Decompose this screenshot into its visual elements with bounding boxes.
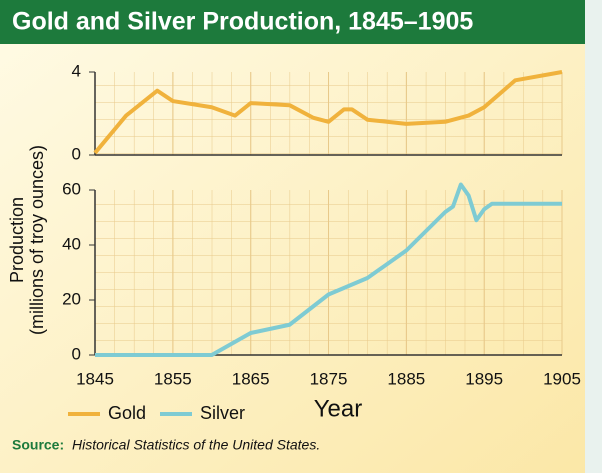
y-tick-label: 20 [62, 289, 81, 308]
legend-label: Silver [200, 403, 245, 423]
title-bar [0, 0, 585, 44]
y-axis-label: Production [7, 197, 27, 283]
legend-label: Gold [108, 403, 146, 423]
source-label: Source: [12, 437, 64, 453]
x-tick-label: 1865 [232, 369, 270, 388]
x-tick-label: 1905 [543, 369, 581, 388]
y-tick-label: 4 [72, 61, 81, 80]
x-axis-label: Year [314, 395, 363, 422]
x-tick-label: 1875 [310, 369, 348, 388]
x-tick-label: 1845 [76, 369, 114, 388]
y-tick-label: 0 [72, 144, 81, 163]
x-tick-label: 1895 [465, 369, 503, 388]
page-edge [585, 0, 602, 473]
line-series [95, 182, 562, 357]
y-tick-label: 60 [62, 179, 81, 198]
x-tick-label: 1885 [387, 369, 425, 388]
source: Historical Statistics of the United Stat… [72, 437, 320, 453]
y-axis-label: (millions of troy ounces) [27, 145, 47, 335]
y-tick-label: 0 [72, 344, 81, 363]
x-tick-label: 1855 [154, 369, 192, 388]
chart-title: Gold and Silver Production, 1845–1905 [12, 8, 473, 36]
y-tick-label: 40 [62, 234, 81, 253]
line-series [93, 70, 563, 155]
